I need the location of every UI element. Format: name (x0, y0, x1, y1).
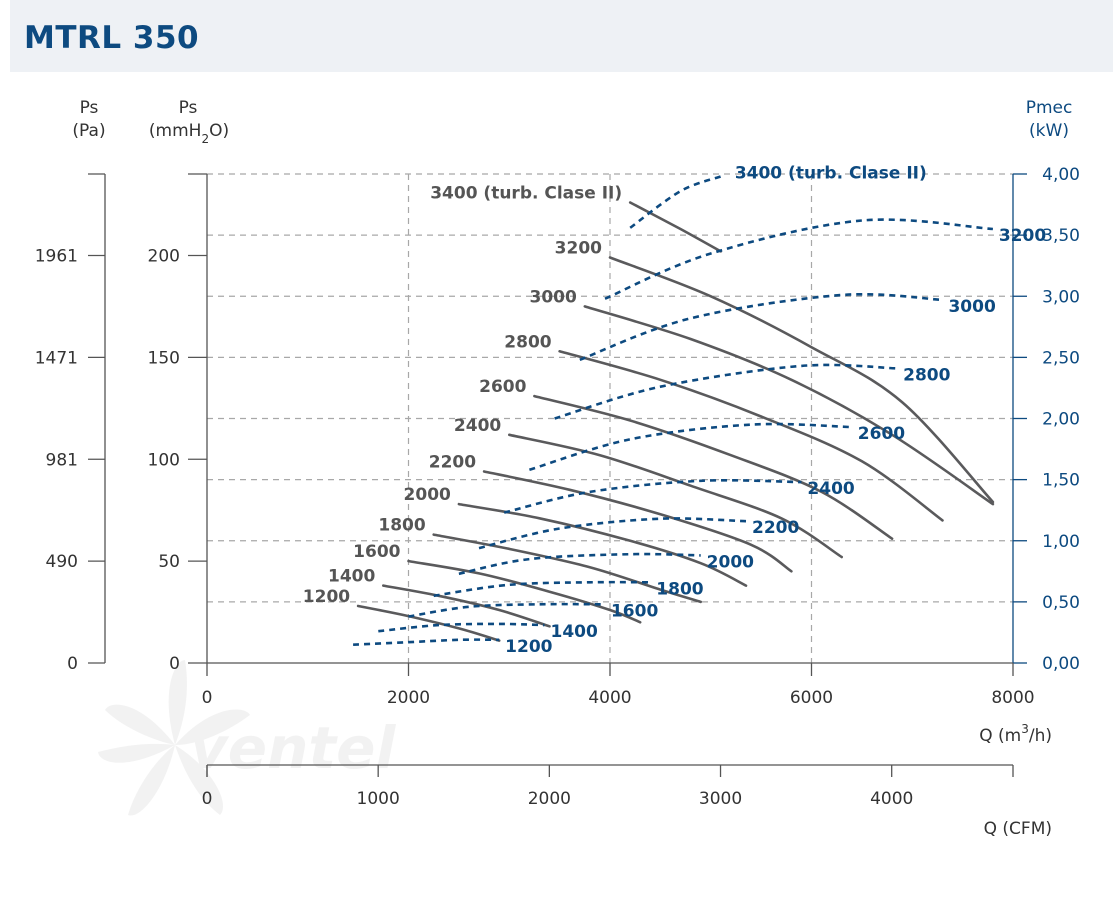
power-curve-2800 (554, 363, 898, 420)
power-curve-3400 (629, 175, 722, 229)
static-curve-label: 2400 (454, 416, 501, 436)
power-curve-label: 1800 (656, 579, 703, 599)
pmec-tick-label: 4,00 (1042, 165, 1080, 185)
static-curve-label: 1200 (303, 587, 350, 607)
pmec-tick-label: 2,00 (1042, 410, 1080, 430)
power-curve-3000 (579, 292, 943, 362)
q-m3h-tick-label: 0 (202, 688, 213, 708)
static-pressure-curve-2000 (457, 502, 748, 587)
pmec-axis-unit: (kW) (1029, 121, 1069, 141)
q-cfm-tick-label: 4000 (870, 789, 913, 809)
power-curve-label: 1200 (505, 637, 552, 657)
power-curve-label: 3200 (999, 226, 1046, 246)
pmec-tick-label: 3,00 (1042, 287, 1080, 307)
static-pressure-curve-2200 (482, 470, 793, 573)
power-curve-label: 2000 (707, 552, 754, 572)
static-pressure-curve-1200 (356, 604, 501, 642)
power-curve-label: 2600 (858, 424, 905, 444)
power-curve-1400 (378, 622, 545, 633)
power-curve-label: 3400 (turb. Clase II) (735, 163, 927, 183)
ps-pa-tick-label: 981 (46, 450, 78, 470)
q-m3h-tick-label: 8000 (991, 688, 1034, 708)
q-m3h-axis-label: Q (m3/h) (979, 722, 1052, 746)
ps-mmh2o-tick-label: 50 (158, 552, 180, 572)
pmec-axis-label: Pmec (1026, 98, 1073, 118)
power-curve-2600 (529, 422, 852, 472)
power-curve-label: 2400 (807, 479, 854, 499)
ps-mmh2o-axis-label: Ps (179, 98, 198, 118)
static-pressure-curve-2600 (533, 394, 894, 540)
static-curve-label: 1800 (378, 516, 425, 536)
ps-pa-axis-label: Ps (80, 98, 99, 118)
q-cfm-tick-label: 2000 (528, 789, 571, 809)
static-pressure-curve-1600 (407, 559, 642, 624)
q-m3h-tick-label: 4000 (588, 688, 631, 708)
power-curve-2200 (478, 517, 747, 550)
power-curve-1200 (353, 638, 500, 646)
power-curve-label: 1600 (611, 601, 658, 621)
ps-pa-tick-label: 1961 (35, 247, 78, 267)
ps-pa-tick-label: 490 (46, 552, 78, 572)
static-curve-label: 2200 (429, 452, 476, 472)
ps-mmh2o-axis-unit: (mmH2O) (149, 121, 229, 146)
pmec-tick-label: 2,50 (1042, 348, 1080, 368)
q-m3h-tick-label: 2000 (387, 688, 430, 708)
ps-mmh2o-tick-label: 100 (148, 450, 180, 470)
watermark-text: ventel (190, 714, 396, 782)
grid (207, 173, 1013, 663)
page-title: MTRL 350 (24, 20, 200, 56)
static-curve-label: 3000 (529, 287, 576, 307)
power-curve-label: 2200 (752, 518, 799, 538)
pmec-tick-label: 1,00 (1042, 532, 1080, 552)
q-m3h-tick-label: 6000 (790, 688, 833, 708)
axes: 0 490 981 1471 1961 0 50 100 150 200 0,00 0,50 1,00 1… (35, 165, 1080, 809)
header-bar: MTRL 350 (10, 0, 1113, 72)
ps-mmh2o-tick-label: 150 (148, 348, 180, 368)
pmec-tick-label: 0,00 (1042, 654, 1080, 674)
pmec-tick-label: 1,50 (1042, 471, 1080, 491)
power-curve-label: 1400 (551, 622, 598, 642)
static-pressure-curve-2400 (508, 433, 843, 559)
static-pressure-curve-3000 (583, 305, 995, 506)
ventel-watermark: ventel (98, 660, 396, 816)
pmec-tick-label: 3,50 (1042, 226, 1080, 246)
power-curve-label: 3000 (948, 297, 995, 317)
power-curve-1600 (408, 602, 606, 618)
power-curve-1800 (433, 580, 651, 598)
static-curve-label: 2800 (504, 332, 551, 352)
static-pressure-curve-3200 (608, 256, 995, 504)
ps-mmh2o-tick-label: 0 (169, 654, 180, 674)
static-curve-label: 2000 (404, 485, 451, 505)
static-curve-label: 1400 (328, 567, 375, 587)
q-cfm-tick-label: 1000 (357, 789, 400, 809)
static-curve-label: 2600 (479, 377, 526, 397)
static-curve-label: 1600 (353, 542, 400, 562)
power-curve-2000 (458, 552, 701, 576)
power-curve-2400 (503, 479, 802, 514)
static-curve-label: 3200 (555, 239, 602, 259)
power-curve-3200 (604, 218, 993, 300)
ps-mmh2o-tick-label: 200 (148, 247, 180, 267)
static-curve-label: 3400 (turb. Clase II) (430, 184, 622, 204)
ps-pa-tick-label: 1471 (35, 348, 78, 368)
pmec-tick-label: 0,50 (1042, 593, 1080, 613)
static-pressure-curve-1400 (382, 584, 551, 628)
static-pressure-curve-1800 (432, 533, 702, 604)
static-pressure-curve-2800 (558, 350, 944, 522)
ps-pa-tick-label: 0 (67, 654, 78, 674)
static-pressure-curve-3400 (628, 201, 723, 253)
q-cfm-tick-label: 0 (202, 789, 213, 809)
q-cfm-tick-label: 3000 (699, 789, 742, 809)
power-curve-label: 2800 (903, 365, 950, 385)
q-cfm-axis-label: Q (CFM) (984, 819, 1052, 839)
series: 1200140016001800200022002400260028003000… (303, 163, 1047, 656)
ps-pa-axis-unit: (Pa) (72, 121, 105, 141)
